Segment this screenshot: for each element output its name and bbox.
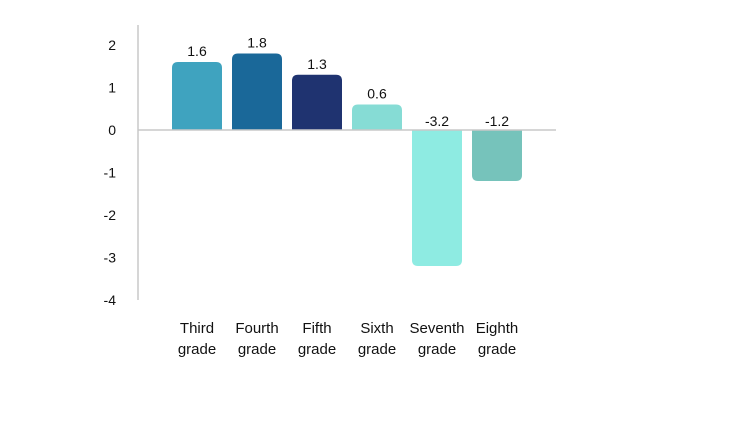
y-tick-label: 0 [108,122,116,138]
data-label: 1.3 [307,56,327,72]
data-label: 1.6 [187,43,207,59]
x-tick-label: grade [478,341,516,358]
y-tick-label: -2 [104,207,117,223]
bar [352,104,402,130]
data-label: -1.2 [485,113,509,129]
y-tick-label: -4 [104,292,117,308]
y-tick-label: 2 [108,37,116,53]
data-label: 1.8 [247,35,267,51]
bar [232,53,282,130]
x-tick-label: Third [180,320,214,337]
data-label: -3.2 [425,113,449,129]
y-tick-label: 1 [108,80,116,96]
x-tick-label: grade [418,341,456,358]
x-tick-label: grade [298,341,336,358]
x-tick-label: Eighth [476,320,519,337]
x-tick-label: Seventh [409,320,464,337]
x-tick-label: Sixth [360,320,393,337]
x-tick-label: grade [178,341,216,358]
x-tick-label: Fifth [302,320,331,337]
x-tick-label: grade [358,341,396,358]
bar [172,62,222,130]
data-label: 0.6 [367,86,387,102]
bar [412,130,462,266]
x-tick-label: Fourth [235,320,278,337]
bar [292,74,342,130]
x-tick-label: grade [238,341,276,358]
y-tick-label: -1 [104,165,117,181]
bar [472,130,522,181]
y-tick-label: -3 [104,250,117,266]
